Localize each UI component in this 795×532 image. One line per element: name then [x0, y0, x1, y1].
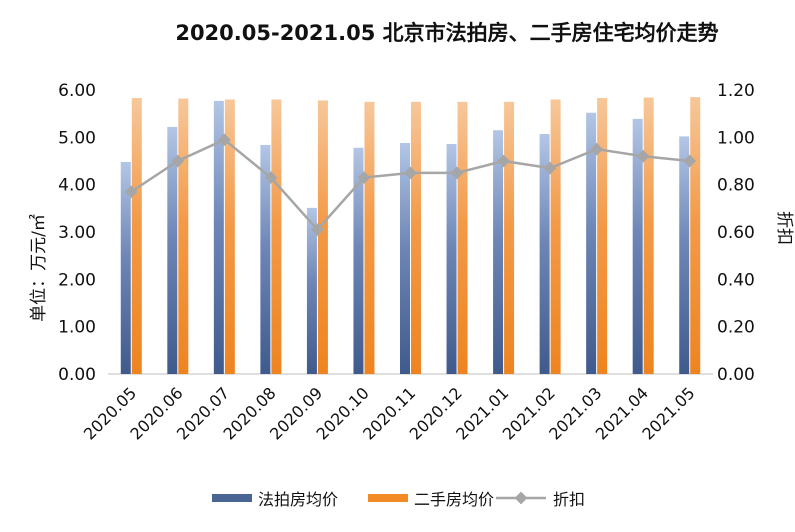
plot-area: 0.00 1.00 2.00 3.00 4.00 5.00 6.00 0.00 0.20 0.40… — [58, 81, 755, 444]
bar-法拍房均价 — [306, 207, 317, 374]
y2-tick-label: 0.00 — [717, 365, 755, 385]
y2-tick-label: 0.40 — [717, 270, 755, 290]
bar-法拍房均价 — [400, 143, 410, 374]
point-折扣 — [264, 171, 278, 184]
point-折扣 — [311, 223, 324, 236]
bar-法拍房均价 — [213, 100, 224, 375]
point-折扣 — [404, 166, 417, 180]
bar-二手房均价 — [364, 101, 375, 374]
y2-axis-label: 折扣 — [774, 211, 794, 245]
bar-二手房均价 — [178, 98, 189, 375]
y-tick-label: 3.00 — [58, 223, 96, 243]
bar-法拍房均价 — [167, 126, 178, 374]
y2-tick-label: 0.60 — [717, 223, 755, 243]
bar-二手房均价 — [317, 100, 328, 374]
legend-label: 法拍房均价 — [258, 490, 338, 509]
legend-swatch — [368, 494, 408, 502]
y2-tick-label: 0.20 — [717, 318, 755, 338]
point-折扣 — [124, 185, 138, 199]
y-tick-label: 1.00 — [58, 318, 96, 338]
legend-label: 折扣 — [553, 490, 585, 509]
bar-法拍房均价 — [120, 161, 131, 374]
y2-tick-label: 0.80 — [717, 176, 755, 196]
bar-法拍房均价 — [493, 130, 504, 374]
legend-marker — [514, 491, 528, 505]
point-折扣 — [357, 171, 371, 184]
bar-法拍房均价 — [632, 118, 643, 374]
bar-二手房均价 — [271, 99, 282, 374]
bar-二手房均价 — [131, 98, 142, 375]
legend-label: 二手房均价 — [414, 490, 494, 509]
bar-二手房均价 — [550, 99, 561, 374]
y-tick-label: 2.00 — [58, 270, 96, 290]
y-axis-label: 单位：万元/㎡ — [29, 214, 49, 322]
point-折扣 — [450, 166, 464, 180]
y-tick-label: 5.00 — [58, 128, 96, 148]
y-tick-label: 6.00 — [58, 81, 96, 101]
y2-tick-label: 1.20 — [717, 81, 755, 101]
bar-法拍房均价 — [353, 147, 364, 374]
bar-二手房均价 — [690, 97, 701, 374]
bar-法拍房均价 — [539, 134, 550, 374]
y-tick-label: 4.00 — [58, 176, 96, 196]
y-tick-label: 0.00 — [58, 365, 96, 385]
legend-swatch — [212, 494, 252, 502]
bar-二手房均价 — [411, 101, 421, 374]
point-折扣 — [217, 133, 231, 147]
bar-法拍房均价 — [260, 144, 271, 374]
chart-title: 2020.05-2021.05 北京市法拍房、二手房住宅均价走势 — [175, 21, 718, 45]
bar-法拍房均价 — [446, 143, 457, 374]
y2-tick-label: 1.00 — [717, 128, 755, 148]
legend: 法拍房均价 二手房均价 折扣 — [212, 490, 585, 509]
bar-二手房均价 — [597, 98, 608, 375]
bar-二手房均价 — [457, 101, 468, 374]
point-折扣 — [171, 154, 185, 168]
bar-二手房均价 — [504, 101, 515, 374]
bar-二手房均价 — [224, 99, 235, 374]
bar-法拍房均价 — [586, 112, 597, 374]
point-折扣 — [497, 154, 510, 168]
bar-二手房均价 — [643, 97, 654, 374]
bar-法拍房均价 — [679, 136, 690, 374]
